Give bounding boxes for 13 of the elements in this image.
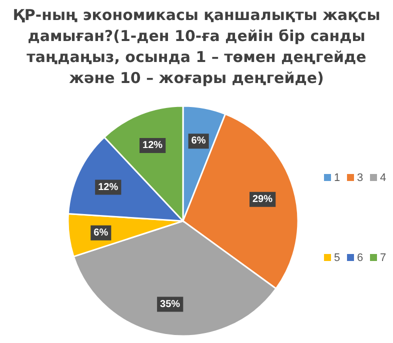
legend-label: 1: [334, 172, 340, 184]
legend-label: 6: [357, 252, 364, 264]
data-label: 35%: [160, 298, 180, 310]
data-label: 12%: [98, 182, 118, 193]
legend-label: 7: [380, 252, 386, 264]
data-label: 6%: [191, 136, 206, 147]
data-label: 12%: [142, 140, 163, 152]
chart-title: ҚР-ның экономикасы қаншалықты жақсы дамыған?(1-ден 10-ға дейін бір санды таңдаңыз, осында 1 – төмен деңгейде және 10 – жоғары деңгейде): [12, 6, 380, 87]
legend-label: 5: [334, 252, 340, 264]
legend-label: 3: [357, 172, 364, 184]
legend-label: 4: [380, 172, 386, 184]
data-label: 29%: [252, 194, 273, 205]
data-label: 6%: [94, 227, 108, 238]
